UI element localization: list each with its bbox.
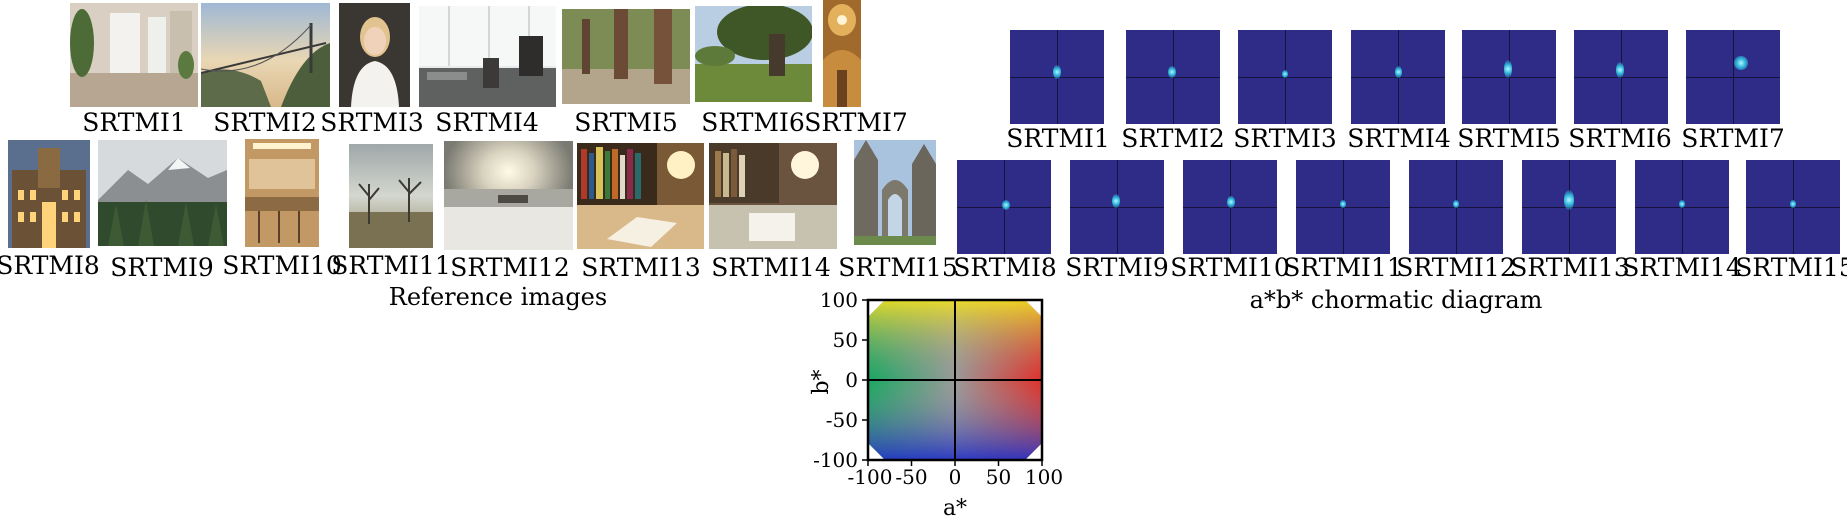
reference-label: SRTMI2	[213, 108, 317, 137]
reference-label: SRTMI10	[222, 251, 342, 280]
chromatic-label: SRTMI9	[1065, 253, 1169, 282]
chromatic-label: SRTMI10	[1170, 253, 1290, 282]
ab-y-tick-label: -50	[826, 408, 858, 432]
reference-image-srtmi8	[8, 140, 90, 248]
ab-y-tick-label: -100	[813, 448, 858, 472]
reference-label: SRTMI11	[331, 251, 451, 280]
chromatic-thumbnail-srtmi15	[1746, 160, 1840, 254]
ab-y-axis-label: b*	[809, 369, 834, 394]
reference-label: SRTMI12	[450, 253, 570, 282]
reference-image-srtmi5	[562, 9, 690, 104]
chromatic-label: SRTMI13	[1510, 253, 1630, 282]
reference-image-srtmi7	[823, 0, 861, 107]
chromatic-thumbnail-srtmi7	[1686, 30, 1780, 124]
reference-label: SRTMI14	[711, 253, 831, 282]
reference-image-srtmi9	[98, 140, 227, 246]
ab-color-plane: -100 -50 0 50 100 100 50 0 -50 -100 a* b…	[809, 290, 1063, 521]
reference-image-srtmi2	[201, 3, 330, 107]
reference-image-srtmi3	[339, 3, 410, 107]
chromatic-label: SRTMI7	[1681, 124, 1785, 153]
reference-image-srtmi12	[444, 141, 573, 250]
chromatic-thumbnail-srtmi3	[1238, 30, 1332, 124]
chromatic-label: SRTMI3	[1233, 124, 1337, 153]
reference-image-srtmi15	[854, 140, 936, 245]
chromatic-thumbnail-srtmi6	[1574, 30, 1668, 124]
chromatic-thumbnail-srtmi4	[1351, 30, 1445, 124]
chromatic-thumbnail-srtmi1	[1010, 30, 1104, 124]
reference-image-srtmi10	[245, 139, 319, 247]
reference-label: SRTMI13	[581, 253, 701, 282]
ab-y-tick-label: 50	[833, 328, 858, 352]
chromatic-label: SRTMI1	[1006, 124, 1110, 153]
reference-label: SRTMI1	[82, 108, 186, 137]
chromatic-label: SRTMI12	[1396, 253, 1516, 282]
ab-x-axis-label: a*	[943, 496, 967, 521]
ab-x-tick-label: 50	[986, 465, 1011, 489]
chromatic-thumbnail-srtmi13	[1522, 160, 1616, 254]
reference-label: SRTMI4	[435, 108, 539, 137]
chromatic-thumbnail-srtmi12	[1409, 160, 1503, 254]
chromatic-thumbnail-srtmi11	[1296, 160, 1390, 254]
chromatic-label: SRTMI2	[1121, 124, 1225, 153]
ab-x-tick-label: 0	[949, 465, 962, 489]
reference-label: SRTMI3	[320, 108, 424, 137]
ab-y-tick-label: 100	[820, 290, 858, 312]
ab-x-ticks	[867, 460, 1043, 466]
reference-label: SRTMI5	[574, 108, 678, 137]
chromatic-label: SRTMI8	[953, 253, 1057, 282]
reference-image-srtmi14	[709, 143, 837, 249]
chromatic-thumbnail-srtmi8	[957, 160, 1051, 254]
chromatic-thumbnail-srtmi10	[1183, 160, 1277, 254]
chromatic-thumbnail-srtmi2	[1126, 30, 1220, 124]
reference-label: SRTMI15	[838, 253, 958, 282]
chromatic-thumbnail-srtmi5	[1462, 30, 1556, 124]
ab-y-tick-label: 0	[845, 368, 858, 392]
chromatic-label: SRTMI15	[1735, 253, 1847, 282]
ab-x-tick-label: -50	[895, 465, 927, 489]
reference-label: SRTMI7	[804, 108, 908, 137]
chromatic-label: SRTMI4	[1347, 124, 1451, 153]
reference-image-srtmi4	[419, 6, 556, 107]
chromatic-label: SRTMI6	[1568, 124, 1672, 153]
reference-images-caption: Reference images	[388, 283, 608, 311]
chromatic-label: SRTMI14	[1622, 253, 1742, 282]
reference-image-srtmi11	[349, 144, 433, 248]
reference-label: SRTMI9	[110, 253, 214, 282]
reference-label: SRTMI8	[0, 251, 100, 280]
chromatic-thumbnail-srtmi14	[1635, 160, 1729, 254]
reference-label: SRTMI6	[701, 108, 805, 137]
reference-image-srtmi1	[70, 3, 198, 107]
ab-y-ticks	[862, 299, 868, 461]
ab-x-tick-label: -100	[848, 465, 893, 489]
chromatic-label: SRTMI5	[1457, 124, 1561, 153]
reference-image-srtmi13	[577, 143, 704, 249]
chromatic-label: SRTMI11	[1283, 253, 1403, 282]
chromatic-thumbnail-srtmi9	[1070, 160, 1164, 254]
chromatic-diagram-caption: a*b* chormatic diagram	[1249, 286, 1543, 314]
reference-image-srtmi6	[695, 6, 812, 102]
ab-x-tick-label: 100	[1025, 465, 1063, 489]
